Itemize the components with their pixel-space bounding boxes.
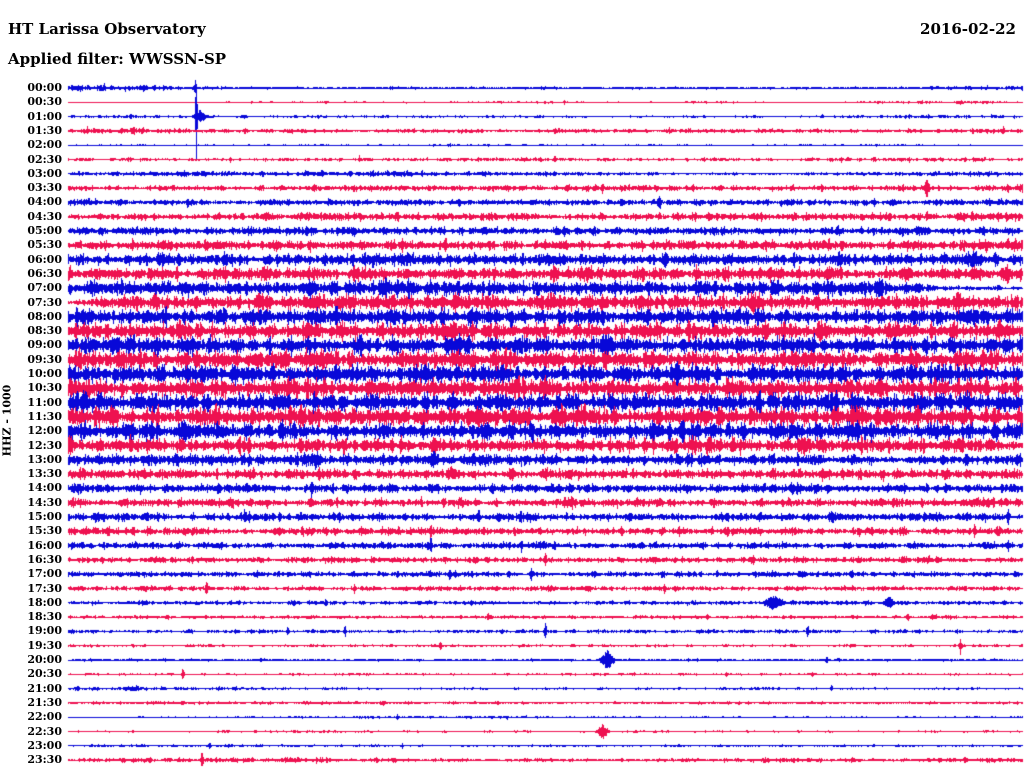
row-time-label: 16:00	[27, 538, 62, 552]
row-time-label: 14:00	[27, 481, 62, 495]
row-time-label: 11:00	[27, 395, 62, 409]
row-time-label: 04:30	[27, 209, 62, 223]
row-time-label: 00:00	[27, 81, 62, 94]
row-time-label: 02:30	[27, 152, 62, 166]
row-time-label: 12:30	[27, 438, 62, 452]
row-time-label: 20:00	[27, 653, 62, 666]
row-time-label: 15:30	[27, 524, 62, 538]
row-time-label: 17:00	[27, 567, 62, 581]
row-time-label: 10:00	[27, 367, 62, 380]
row-time-label: 05:00	[27, 224, 62, 237]
row-time-label: 09:30	[27, 352, 62, 366]
row-time-label: 06:00	[27, 252, 62, 266]
row-time-label: 15:00	[27, 510, 62, 523]
row-time-label: 11:30	[27, 409, 62, 423]
row-time-label: 17:30	[27, 581, 62, 595]
row-time-label: 12:00	[27, 424, 62, 438]
row-time-label: 23:30	[27, 753, 62, 767]
row-time-label: 08:30	[27, 324, 62, 338]
row-time-label: 01:30	[27, 123, 62, 137]
row-time-label: 07:30	[27, 295, 62, 309]
row-time-label: 02:00	[27, 138, 62, 152]
row-time-label: 18:00	[27, 595, 62, 609]
row-time-label: 23:00	[27, 738, 62, 752]
row-time-label: 13:30	[27, 467, 62, 481]
row-time-label: 22:30	[27, 724, 62, 738]
row-time-label: 22:00	[27, 710, 62, 724]
plot-date: 2016-02-22	[920, 20, 1016, 38]
row-time-label: 19:00	[27, 624, 62, 638]
row-time-label: 13:00	[27, 452, 62, 466]
row-time-label: 21:00	[27, 681, 62, 695]
row-time-label: 14:30	[27, 495, 62, 509]
row-time-label: 10:30	[27, 381, 62, 395]
row-time-label: 09:00	[27, 338, 62, 352]
row-time-label: 06:30	[27, 266, 62, 280]
applied-filter-label: Applied filter: WWSSN-SP	[8, 50, 227, 68]
row-time-label: 05:30	[27, 238, 62, 252]
row-time-label: 19:30	[27, 638, 62, 652]
row-time-label: 03:30	[27, 181, 62, 195]
row-time-label: 16:30	[27, 552, 62, 566]
row-time-label: 18:30	[27, 610, 62, 624]
row-time-label: 08:00	[27, 309, 62, 323]
row-time-label: 01:00	[27, 109, 62, 123]
row-time-label: 00:30	[27, 95, 62, 109]
row-time-label: 20:30	[27, 667, 62, 681]
row-time-label: 07:00	[27, 281, 62, 295]
observatory-title: HT Larissa Observatory	[8, 20, 206, 38]
row-time-label: 03:00	[27, 166, 62, 180]
row-time-label: 04:00	[27, 195, 62, 209]
row-time-label: 21:30	[27, 695, 62, 709]
